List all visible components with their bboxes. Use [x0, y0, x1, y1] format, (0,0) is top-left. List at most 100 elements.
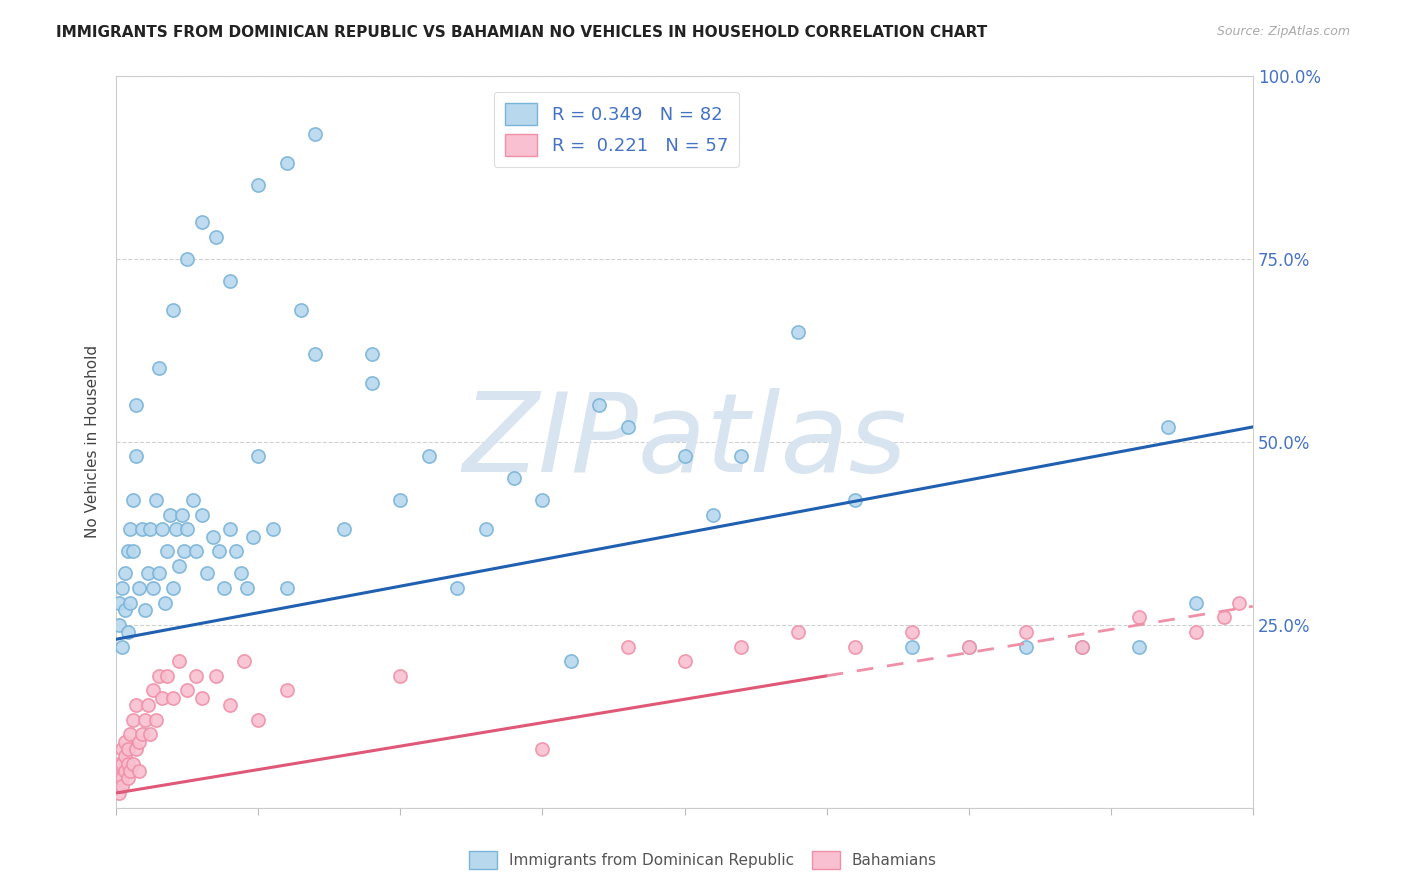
- Point: [108, 772, 131, 786]
- Point: [242, 530, 264, 544]
- Point: [117, 624, 139, 639]
- Point: [588, 398, 610, 412]
- Point: [117, 756, 139, 771]
- Point: [125, 449, 148, 463]
- Text: Source: ZipAtlas.com: Source: ZipAtlas.com: [1216, 25, 1350, 38]
- Point: [125, 698, 148, 712]
- Point: [120, 596, 142, 610]
- Point: [190, 215, 212, 229]
- Point: [901, 640, 924, 654]
- Point: [560, 654, 582, 668]
- Point: [1128, 610, 1150, 624]
- Point: [150, 690, 173, 705]
- Point: [111, 742, 134, 756]
- Point: [957, 640, 980, 654]
- Point: [247, 713, 270, 727]
- Point: [170, 508, 193, 522]
- Point: [702, 508, 724, 522]
- Point: [1014, 640, 1036, 654]
- Point: [204, 229, 226, 244]
- Point: [122, 756, 145, 771]
- Point: [108, 617, 131, 632]
- Point: [111, 640, 134, 654]
- Point: [156, 544, 179, 558]
- Point: [247, 178, 270, 193]
- Point: [1227, 596, 1250, 610]
- Point: [204, 669, 226, 683]
- Point: [276, 683, 298, 698]
- Point: [120, 523, 142, 537]
- Point: [1071, 640, 1094, 654]
- Point: [108, 596, 131, 610]
- Point: [148, 566, 170, 581]
- Point: [361, 347, 384, 361]
- Point: [1128, 640, 1150, 654]
- Point: [225, 544, 247, 558]
- Point: [120, 727, 142, 741]
- Point: [418, 449, 440, 463]
- Point: [108, 779, 131, 793]
- Point: [108, 764, 131, 778]
- Point: [474, 523, 496, 537]
- Point: [111, 581, 134, 595]
- Point: [276, 156, 298, 170]
- Point: [139, 523, 162, 537]
- Point: [128, 764, 150, 778]
- Point: [290, 302, 312, 317]
- Point: [131, 727, 153, 741]
- Point: [114, 566, 136, 581]
- Point: [201, 530, 224, 544]
- Y-axis label: No Vehicles in Household: No Vehicles in Household: [86, 345, 100, 538]
- Point: [787, 624, 810, 639]
- Point: [156, 669, 179, 683]
- Point: [219, 523, 242, 537]
- Point: [901, 624, 924, 639]
- Point: [167, 559, 190, 574]
- Point: [844, 493, 866, 508]
- Point: [181, 493, 204, 508]
- Point: [117, 544, 139, 558]
- Point: [176, 252, 198, 266]
- Point: [276, 581, 298, 595]
- Point: [332, 523, 354, 537]
- Point: [1185, 596, 1208, 610]
- Point: [111, 756, 134, 771]
- Point: [114, 764, 136, 778]
- Point: [136, 566, 159, 581]
- Point: [231, 566, 253, 581]
- Point: [616, 640, 638, 654]
- Point: [150, 523, 173, 537]
- Point: [361, 376, 384, 390]
- Point: [673, 449, 696, 463]
- Point: [190, 508, 212, 522]
- Point: [139, 727, 162, 741]
- Point: [142, 683, 165, 698]
- Point: [1185, 624, 1208, 639]
- Point: [173, 544, 195, 558]
- Point: [167, 654, 190, 668]
- Point: [304, 127, 326, 141]
- Point: [114, 735, 136, 749]
- Point: [122, 713, 145, 727]
- Point: [262, 523, 284, 537]
- Point: [114, 603, 136, 617]
- Point: [673, 654, 696, 668]
- Point: [389, 493, 412, 508]
- Point: [176, 683, 198, 698]
- Point: [304, 347, 326, 361]
- Point: [159, 508, 181, 522]
- Point: [114, 749, 136, 764]
- Point: [125, 742, 148, 756]
- Point: [730, 640, 752, 654]
- Point: [787, 325, 810, 339]
- Point: [136, 698, 159, 712]
- Point: [531, 742, 554, 756]
- Point: [117, 772, 139, 786]
- Point: [184, 544, 207, 558]
- Point: [122, 544, 145, 558]
- Point: [219, 698, 242, 712]
- Legend: R = 0.349   N = 82, R =  0.221   N = 57: R = 0.349 N = 82, R = 0.221 N = 57: [494, 92, 740, 167]
- Text: IMMIGRANTS FROM DOMINICAN REPUBLIC VS BAHAMIAN NO VEHICLES IN HOUSEHOLD CORRELAT: IMMIGRANTS FROM DOMINICAN REPUBLIC VS BA…: [56, 25, 987, 40]
- Point: [1014, 624, 1036, 639]
- Point: [134, 713, 156, 727]
